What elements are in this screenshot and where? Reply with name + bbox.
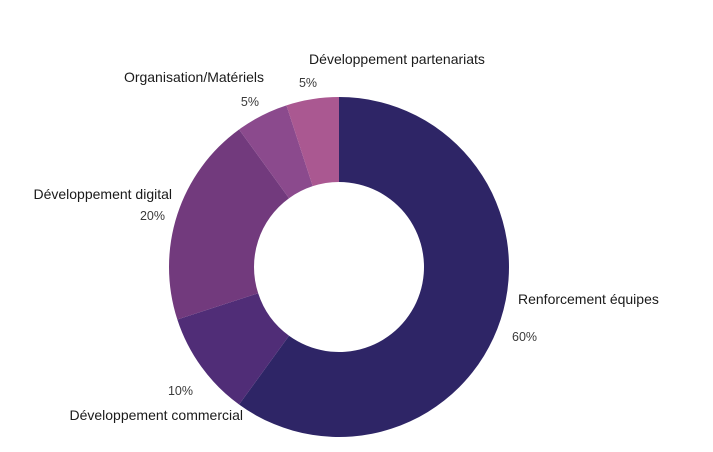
slice-value-label-3: 20%: [140, 209, 165, 223]
slices-group: [169, 97, 510, 438]
donut-slice-3: [169, 129, 290, 320]
slice-label-2: Développement commercial: [69, 407, 243, 423]
slice-value-label-5: 5%: [299, 76, 317, 90]
donut-slice-4: [239, 105, 313, 199]
slice-label-5: Développement partenariats: [309, 51, 485, 67]
slice-label-4: Organisation/Matériels: [124, 69, 264, 85]
donut-slice-2: [177, 293, 290, 405]
slice-value-label-1: 60%: [512, 330, 537, 344]
slice-label-1: Renforcement équipes: [518, 291, 659, 307]
slice-label-3: Développement digital: [33, 186, 172, 202]
slice-value-label-4: 5%: [241, 95, 259, 109]
slice-value-label-2: 10%: [168, 384, 193, 398]
donut-slice-1: [239, 97, 510, 438]
donut-slice-5: [286, 97, 339, 187]
labels-group: Renforcement équipes 60% Développement com…: [33, 51, 658, 423]
